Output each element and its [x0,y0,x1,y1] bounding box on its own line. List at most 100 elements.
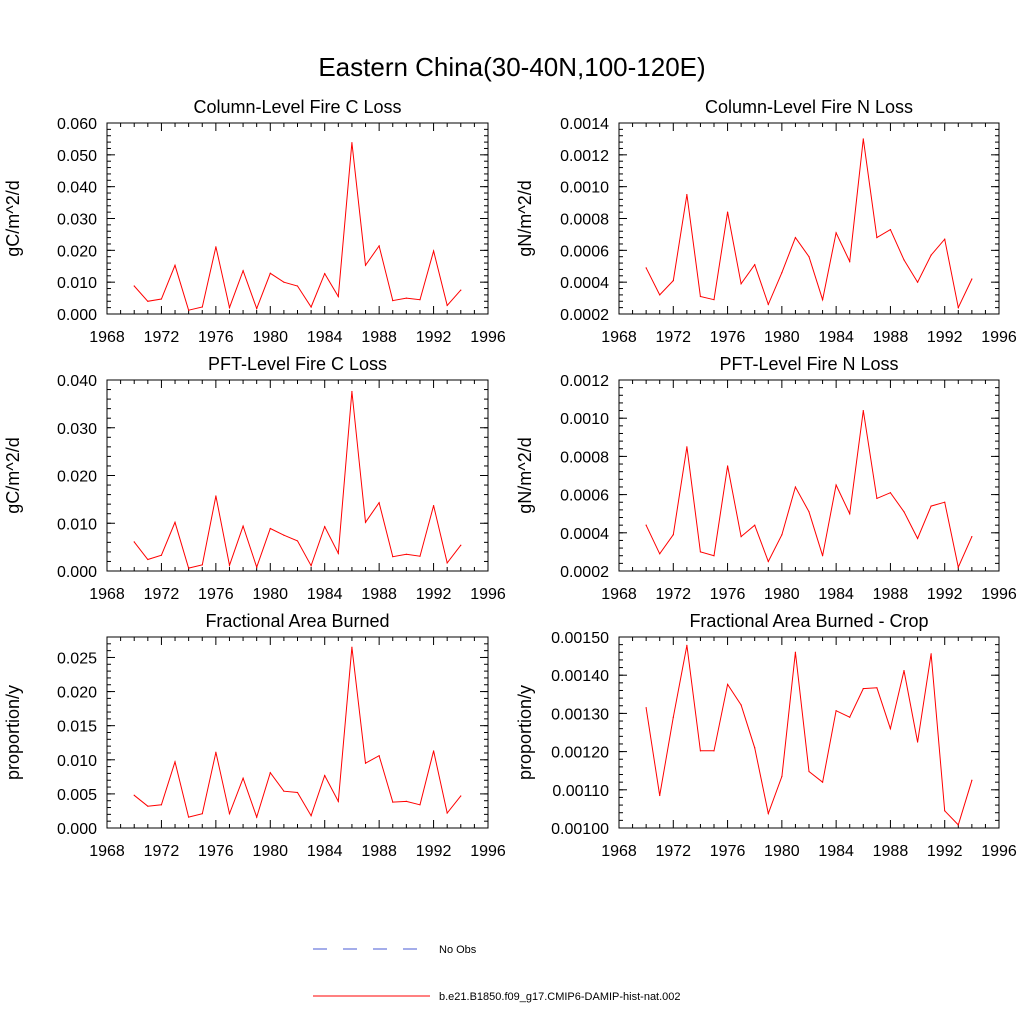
x-tick-label: 1992 [416,843,452,860]
data-point [215,495,217,497]
data-point [645,524,647,526]
data-point [794,651,797,653]
data-point [446,304,448,307]
data-point [256,566,258,568]
data-point [726,465,729,467]
x-tick-label: 1984 [818,329,854,346]
data-point [188,309,190,311]
data-point [460,289,462,291]
y-tick-label: 0.000 [57,821,97,838]
data-point [269,527,271,530]
x-tick-label: 1972 [655,843,691,860]
y-tick-label: 0.020 [57,685,97,702]
data-point [351,142,353,144]
y-tick-label: 0.020 [57,243,97,260]
data-point [835,232,837,234]
data-point [446,562,448,564]
data-point [699,551,702,553]
plot-frame [618,636,1000,829]
data-point [310,565,312,567]
y-tick-label: 0.010 [57,753,97,770]
data-point [174,761,176,763]
y-tick-label: 0.00130 [551,706,609,723]
y-tick-label: 0.00150 [551,630,609,647]
series-line [133,391,462,569]
data-point [256,307,258,310]
data-point [351,646,353,648]
data-point [754,264,756,266]
panel-title: Column-Level Fire C Loss [193,97,401,117]
data-point [889,229,892,231]
y-tick-label: 0.0010 [560,180,609,197]
x-tick-label: 1996 [470,843,506,860]
y-tick-label: 0.015 [57,719,97,736]
y-tick-label: 0.040 [57,373,97,390]
x-tick-label: 1976 [710,329,746,346]
plot-frame [618,379,1000,572]
y-tick-label: 0.005 [57,787,97,804]
data-point [242,270,244,272]
data-point [364,762,367,764]
data-point [876,687,878,689]
data-point [672,716,674,718]
series-line [133,142,462,311]
data-point [808,770,810,773]
plot-frame [106,122,489,315]
data-point [378,245,380,247]
x-tick-label: 1968 [89,586,125,603]
data-point [767,303,769,306]
data-point [215,751,217,753]
y-tick-label: 0.060 [57,116,97,133]
x-tick-label: 1992 [927,586,963,603]
legend: No Obs b.e21.B1850.f09_g17.CMIP6-DAMIP-h… [313,944,681,1003]
y-axis-label: proportion/y [3,685,23,780]
data-point [432,250,435,252]
data-point [147,558,149,561]
series-line [133,647,462,819]
y-axis-label: gC/m^2/d [3,437,23,513]
y-tick-label: 0.0002 [560,564,609,581]
data-point [242,525,244,527]
figure-title: Eastern China(30-40N,100-120E) [318,52,705,82]
y-axis-label: gN/m^2/d [515,180,535,256]
x-tick-label: 1984 [307,329,343,346]
data-point [713,750,715,752]
data-point [419,299,421,301]
panel-6: 1968 1972 1976 1980 1984 1988 1992 1996 0.00100 0… [515,611,1017,860]
data-point [392,556,394,558]
data-point [971,278,973,280]
data-point [686,194,688,196]
data-point [310,306,312,308]
data-point [147,300,149,302]
x-tick-label: 1984 [818,586,854,603]
data-point [133,285,135,287]
y-tick-label: 0.010 [57,275,97,292]
data-point [378,502,380,504]
y-tick-label: 0.030 [57,212,97,229]
data-point [889,492,892,494]
data-point [903,511,905,513]
data-point [419,804,421,806]
data-point [754,524,756,526]
panels: 1968 1972 1976 1980 1984 1988 1992 1996 0.000 0.0… [3,97,1017,860]
plot-frame [618,122,1000,315]
panel-1: 1968 1972 1976 1980 1984 1988 1992 1996 0.000 0.0… [3,97,506,346]
data-point [283,534,285,536]
data-point [392,300,394,302]
data-point [460,795,462,797]
series-line [645,138,973,310]
x-tick-label: 1988 [361,329,397,346]
y-tick-label: 0.00120 [551,745,609,762]
data-point [876,237,878,239]
data-point [849,716,851,718]
data-point [889,728,892,730]
data-point [201,564,203,566]
data-point [930,505,932,507]
data-point [835,484,837,486]
data-point [971,536,973,538]
y-tick-label: 0.0004 [560,275,609,292]
y-tick-label: 0.030 [57,421,97,438]
x-tick-label: 1980 [252,843,288,860]
x-tick-label: 1972 [655,586,691,603]
